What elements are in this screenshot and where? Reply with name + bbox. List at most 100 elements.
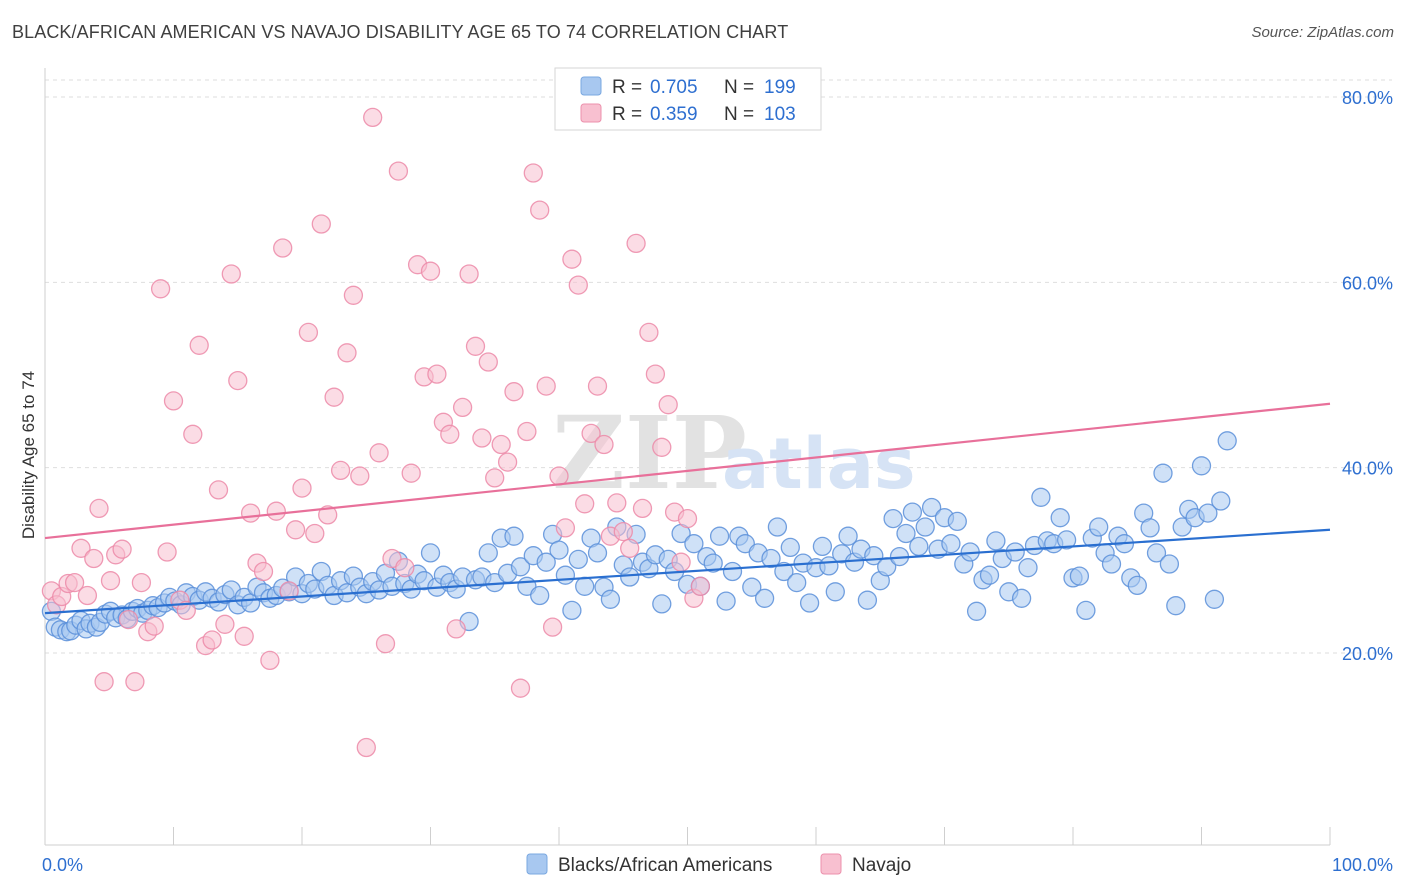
point-blacks <box>600 589 621 609</box>
point-blacks <box>1056 530 1077 550</box>
point-navajo <box>401 463 421 483</box>
point-blacks <box>478 543 498 563</box>
point-blacks <box>1191 456 1212 476</box>
trend-lines <box>44 402 1331 615</box>
point-blacks <box>742 577 762 597</box>
point-navajo <box>542 617 563 637</box>
point-blacks <box>825 582 845 602</box>
point-blacks <box>780 537 800 558</box>
point-blacks <box>555 565 576 585</box>
legend: R = 0.705 N = 199 R = 0.359 N = 103 <box>554 67 822 131</box>
point-navajo <box>215 614 235 634</box>
point-navajo <box>549 466 569 486</box>
point-blacks <box>510 557 531 577</box>
point-blacks <box>568 549 588 570</box>
point-blacks <box>767 517 788 537</box>
point-navajo <box>84 548 104 569</box>
legend-r-label: R = <box>612 77 642 98</box>
point-navajo <box>581 423 601 444</box>
point-navajo <box>89 498 109 519</box>
watermark-zip: ZIP <box>552 394 747 512</box>
point-blacks <box>1211 491 1231 511</box>
point-blacks <box>722 561 743 582</box>
point-blacks <box>902 502 923 522</box>
x-tick-labels: 0.0% 100.0% <box>42 855 1393 875</box>
point-blacks <box>1089 517 1109 537</box>
point-navajo <box>202 630 222 650</box>
point-navajo <box>446 619 466 639</box>
y-tick-label: 60.0% <box>1342 273 1393 293</box>
point-navajo <box>144 616 164 636</box>
chart-title: BLACK/AFRICAN AMERICAN VS NAVAJO DISABIL… <box>12 22 789 42</box>
point-blacks <box>1005 542 1025 562</box>
point-blacks <box>787 572 807 593</box>
point-blacks <box>562 600 582 621</box>
point-navajo <box>94 672 114 692</box>
point-blacks <box>857 590 878 610</box>
point-navajo <box>150 279 171 299</box>
legend-r-value: 0.359 <box>650 104 698 125</box>
point-blacks <box>1140 518 1160 538</box>
point-navajo <box>478 352 498 372</box>
legend-r-value: 0.705 <box>650 77 698 98</box>
point-navajo <box>517 421 537 442</box>
point-blacks <box>1153 463 1173 483</box>
bottom-legend-label-blacks: Blacks/African Americans <box>558 855 772 876</box>
point-blacks <box>1050 508 1070 528</box>
point-navajo <box>388 161 409 181</box>
point-navajo <box>260 650 280 671</box>
point-navajo <box>375 634 396 654</box>
point-navajo <box>77 585 98 606</box>
point-navajo <box>575 494 595 514</box>
point-navajo <box>626 233 646 254</box>
bottom-legend-label-navajo: Navajo <box>852 855 911 876</box>
point-navajo <box>305 523 325 544</box>
point-navajo <box>131 572 152 593</box>
point-blacks <box>1076 600 1096 621</box>
point-blacks <box>1011 588 1032 608</box>
point-navajo <box>285 520 306 540</box>
point-navajo <box>118 609 139 630</box>
point-blacks <box>1031 487 1051 507</box>
point-navajo <box>350 466 370 486</box>
point-navajo <box>677 508 698 529</box>
legend-swatch-blacks <box>580 76 602 96</box>
point-blacks <box>921 497 942 518</box>
point-navajo <box>112 539 132 559</box>
point-blacks <box>703 553 723 573</box>
point-blacks <box>966 601 987 621</box>
data-points <box>41 107 1237 758</box>
point-blacks <box>716 591 736 611</box>
legend-n-value: 103 <box>764 104 796 125</box>
point-navajo <box>163 391 184 411</box>
point-blacks <box>709 526 730 546</box>
point-blacks <box>1101 554 1122 574</box>
bottom-legend: Blacks/African Americans Navajo <box>526 853 911 876</box>
point-blacks <box>941 534 961 554</box>
point-navajo <box>100 571 121 591</box>
point-blacks <box>915 517 935 537</box>
point-navajo <box>234 626 254 646</box>
point-navajo <box>452 397 473 418</box>
point-blacks <box>799 593 820 613</box>
point-navajo <box>658 395 678 415</box>
point-navajo <box>228 370 248 391</box>
point-blacks <box>587 543 608 563</box>
x-tick-label: 100.0% <box>1332 855 1393 875</box>
point-blacks <box>979 565 1000 585</box>
point-blacks <box>1166 596 1186 616</box>
point-navajo <box>253 561 274 582</box>
point-navajo <box>690 576 711 596</box>
legend-swatch-navajo <box>580 103 602 123</box>
point-navajo <box>497 452 518 472</box>
point-navajo <box>510 678 531 698</box>
point-navajo <box>176 600 196 621</box>
axes <box>44 68 1331 846</box>
point-navajo <box>632 498 653 519</box>
point-blacks <box>575 576 595 596</box>
point-blacks <box>620 567 640 587</box>
point-blacks <box>1204 589 1225 609</box>
point-navajo <box>639 322 659 343</box>
point-blacks <box>1198 503 1218 523</box>
